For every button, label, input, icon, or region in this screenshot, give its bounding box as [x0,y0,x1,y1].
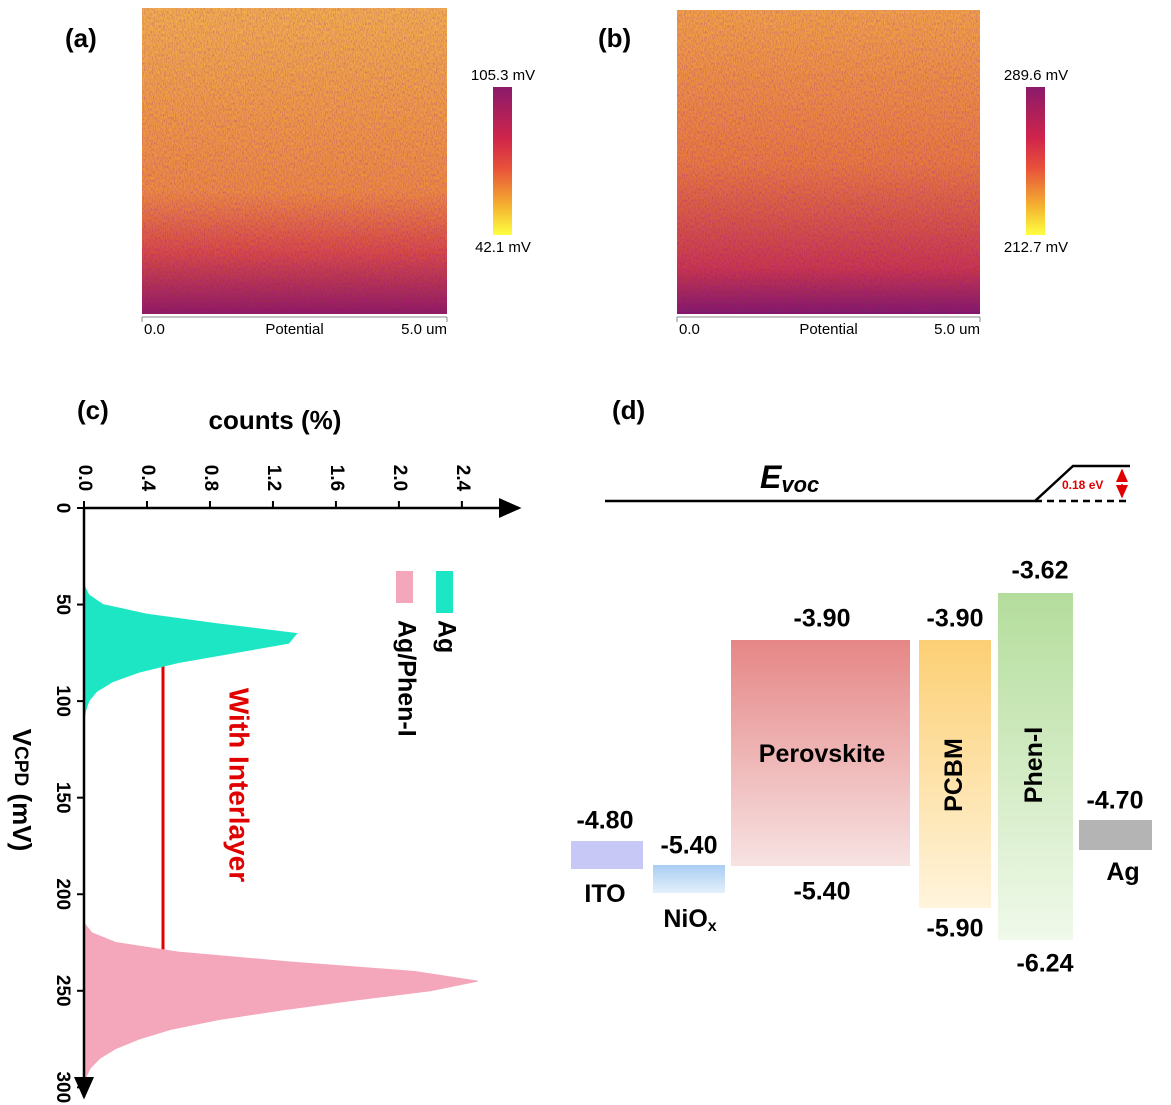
y-axis-title-unit: (mV) [7,786,37,851]
level-top: -3.62 [1012,557,1069,585]
y-tick-label: 300 [52,1071,73,1103]
vacuum-label-main: E [760,459,783,495]
annotation: With Interlayer [224,688,255,882]
level-top: -3.90 [794,605,851,633]
axis-end: 5.0 um [401,321,447,338]
scale-max: 105.3 mV [471,67,535,84]
energy-layer [731,640,910,866]
x-tick-label: 1.2 [263,465,284,491]
layer-name: PCBM [940,738,968,812]
x-tick-label: 0.8 [200,465,221,491]
energy-layer [653,865,725,893]
panel-label: (a) [65,23,97,53]
level-bottom: -5.40 [794,878,851,906]
level-top: -4.70 [1087,787,1144,815]
axis-title: Potential [799,321,857,338]
x-tick-label: 0.4 [137,465,158,492]
axis-title: Potential [265,321,323,338]
legend-label: Ag/Phen-I [392,620,420,737]
layer-name-main: Phen-I [1020,727,1048,803]
scale-min: 42.1 mV [475,239,531,256]
layer-name-main: NiO [663,905,707,933]
layer-name: ITO [584,880,625,908]
layer-name-sub: x [708,918,717,935]
legend-swatch [436,571,453,613]
layer-name-main: ITO [584,880,625,908]
energy-layer [919,640,991,908]
legend-label: Ag [432,620,460,653]
energy-layer [1079,820,1152,850]
vacuum-label-sub: voc [781,472,819,497]
colorbar [1026,87,1045,235]
y-tick-label: 250 [52,975,73,1007]
level-bottom: -5.90 [927,915,984,943]
level-bottom: -6.24 [1017,950,1074,978]
layer-name: Phen-I [1020,727,1048,803]
interlayer-arrow [151,639,175,987]
layer-name-main: PCBM [940,738,968,812]
layer-name: Perovskite [759,740,886,768]
vacuum-label: Evoc [760,459,819,496]
x-tick-label: 0.0 [74,465,95,491]
x-tick-label: 1.6 [326,465,347,491]
level-top: -5.40 [661,832,718,860]
layer-name-main: Ag [1106,858,1139,886]
energy-layer [571,841,643,869]
energy-layer [998,593,1073,940]
layer-name: NiOx [663,905,716,936]
axis-start: 0.0 [679,321,700,338]
layer-name: Ag [1106,858,1139,886]
colorbar [493,87,512,235]
histogram-area [83,921,478,1088]
panel-label: (c) [77,395,109,425]
axis-start: 0.0 [144,321,165,338]
offset-label: 0.18 eV [1062,478,1103,492]
x-axis-title: counts (%) [209,405,342,435]
y-tick-label: 50 [52,594,73,615]
level-top: -4.80 [577,807,634,835]
y-tick-label: 100 [52,685,73,717]
vacuum-level [605,464,1130,503]
legend-swatch [396,571,413,603]
potential-map [142,8,447,314]
y-axis-title: VCPD (mV) [7,729,37,851]
y-tick-label: 200 [52,878,73,910]
y-tick-label: 150 [52,782,73,814]
panel-label: (b) [598,23,631,53]
x-tick-label: 2.4 [452,465,473,492]
x-tick-label: 2.0 [389,465,410,491]
y-tick-label: 0 [52,503,73,514]
panel-label: (d) [612,395,645,425]
histogram-area [83,585,298,721]
scale-min: 212.7 mV [1004,239,1068,256]
level-top: -3.90 [927,605,984,633]
y-axis-title-sub: CPD [10,746,31,786]
potential-map [677,10,980,314]
scale-max: 289.6 mV [1004,67,1068,84]
axis-end: 5.0 um [934,321,980,338]
y-axis-title-main: V [7,729,37,747]
layer-name-main: Perovskite [759,740,886,768]
